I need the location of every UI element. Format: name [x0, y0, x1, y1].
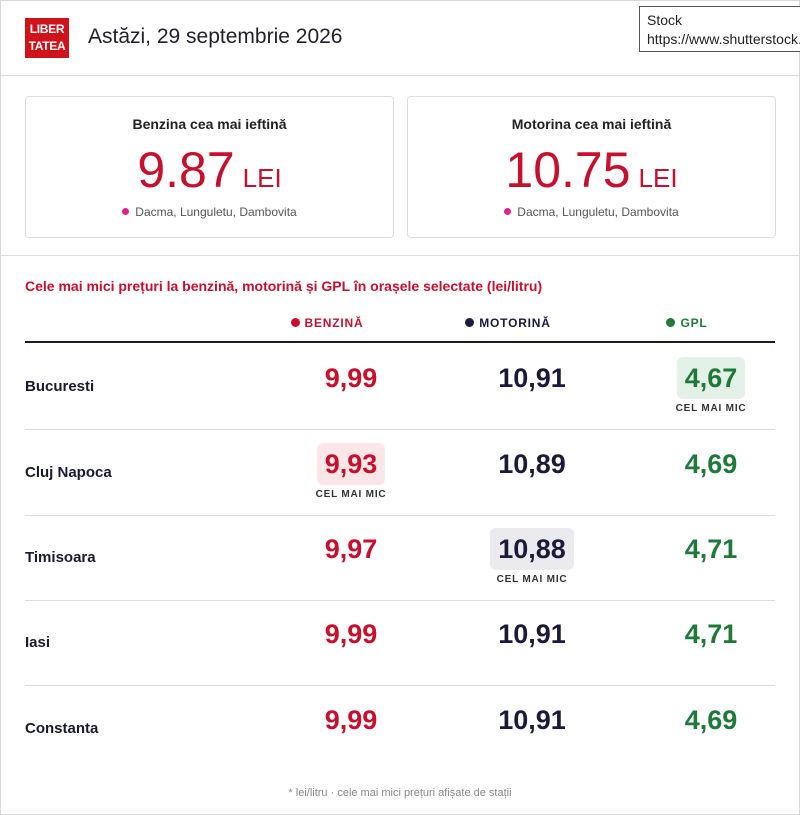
gpl-dot-icon: [666, 318, 676, 327]
benzina-cell: 9,93 CEL MAI MIC: [281, 443, 421, 500]
table-row: Cluj Napoca 9,93 CEL MAI MIC 10,89 4,69: [25, 430, 775, 516]
stock-label: Stock: [647, 12, 683, 28]
gpl-price: 4,67: [676, 357, 746, 399]
price-value: 10.75: [505, 142, 631, 198]
section-title: Cele mai mici prețuri la benzină, motori…: [25, 278, 543, 294]
motorina-cell: 10,91: [462, 613, 602, 655]
column-header-benzina: BENZINĂ: [257, 316, 397, 330]
gpl-cell: 4,67 CEL MAI MIC: [641, 357, 781, 414]
column-header-gpl: GPL: [617, 316, 757, 330]
header: LIBER TATEA Astăzi, 29 septembrie 2026: [0, 0, 800, 76]
location-pin-icon: [504, 208, 512, 215]
section-divider: [0, 255, 800, 256]
benzina-dot-icon: [290, 318, 300, 327]
motorina-cell: 10,91: [462, 357, 602, 399]
gpl-price: 4,71: [684, 619, 738, 649]
column-header-motorina: MOTORINĂ: [438, 316, 578, 330]
motorina-price: 10,91: [498, 619, 566, 649]
motorina-cell: 10,91: [462, 699, 602, 741]
benzina-cell: 9,99: [281, 699, 421, 741]
logo-line-1: LIBER: [29, 22, 65, 36]
location-text: Dacma, Lunguletu, Dambovita: [517, 205, 679, 219]
benzina-price: 9,99: [324, 705, 378, 735]
motorina-price: 10,89: [498, 449, 566, 479]
table-header-rule: [25, 341, 775, 343]
gpl-cell: 4,69: [641, 699, 781, 741]
gpl-cell: 4,69: [641, 443, 781, 485]
gpl-price: 4,71: [684, 534, 738, 564]
price-unit: LEI: [638, 163, 678, 193]
location-text: Dacma, Lunguletu, Dambovita: [135, 205, 297, 219]
footnote: * lei/litru · cele mai mici prețuri afiș…: [288, 787, 512, 799]
gpl-price: 4,69: [684, 705, 738, 735]
table-row: Timisoara 9,97 10,88 CEL MAI MIC 4,71: [25, 515, 775, 601]
column-label: BENZINĂ: [304, 316, 364, 330]
gpl-cell: 4,71: [641, 528, 781, 570]
column-label: MOTORINĂ: [479, 316, 551, 330]
gpl-cell: 4,71: [641, 613, 781, 655]
cheapest-gasoline-card: Benzina cea mai ieftină 9.87 LEI Dacma, L…: [25, 96, 394, 238]
column-label: GPL: [680, 316, 708, 330]
city-name: Bucuresti: [25, 378, 95, 395]
page-date: Astăzi, 29 septembrie 2026: [88, 25, 343, 48]
cheapest-diesel-card: Motorina cea mai ieftină 10.75 LEI Dacma,…: [407, 96, 776, 238]
gpl-price: 4,69: [684, 449, 738, 479]
motorina-price: 10,91: [498, 363, 566, 393]
motorina-cell: 10,88 CEL MAI MIC: [462, 528, 602, 585]
benzina-cell: 9,97: [281, 528, 421, 570]
motorina-price: 10,88: [490, 528, 574, 570]
city-name: Constanta: [25, 720, 99, 737]
lowest-badge: CEL MAI MIC: [496, 574, 568, 585]
motorina-cell: 10,89: [462, 443, 602, 485]
card-location: Dacma, Lunguletu, Dambovita: [26, 205, 393, 219]
motorina-dot-icon: [465, 318, 475, 327]
table-row: Bucuresti 9,99 10,91 4,67 CEL MAI MIC: [25, 344, 775, 430]
table-row: Constanta 9,99 10,91 4,69: [25, 686, 775, 772]
lowest-badge: CEL MAI MIC: [315, 489, 387, 500]
card-title: Motorina cea mai ieftină: [511, 116, 672, 132]
benzina-price: 9,97: [324, 534, 378, 564]
benzina-price: 9,99: [324, 363, 378, 393]
city-name: Iasi: [25, 634, 51, 651]
price-unit: LEI: [242, 163, 282, 193]
lowest-badge: CEL MAI MIC: [675, 403, 747, 414]
location-pin-icon: [122, 208, 130, 215]
city-name: Cluj Napoca: [25, 464, 112, 481]
price-value: 9.87: [137, 142, 235, 198]
stock-url: https://www.shutterstock.com: [647, 31, 800, 47]
card-title: Benzina cea mai ieftină: [132, 116, 287, 132]
stock-watermark-box: Stock https://www.shutterstock.com: [639, 6, 800, 52]
table-row: Iasi 9,99 10,91 4,71: [25, 600, 775, 686]
card-price: 9.87 LEI: [26, 141, 393, 199]
benzina-cell: 9,99: [281, 613, 421, 655]
benzina-price: 9,99: [324, 619, 378, 649]
logo-line-2: TATEA: [28, 39, 66, 53]
libertatea-logo[interactable]: LIBER TATEA: [25, 18, 69, 58]
motorina-price: 10,91: [498, 705, 566, 735]
card-location: Dacma, Lunguletu, Dambovita: [408, 205, 775, 219]
benzina-cell: 9,99: [281, 357, 421, 399]
benzina-price: 9,93: [316, 443, 386, 485]
card-price: 10.75 LEI: [408, 141, 775, 199]
city-name: Timisoara: [25, 549, 96, 566]
